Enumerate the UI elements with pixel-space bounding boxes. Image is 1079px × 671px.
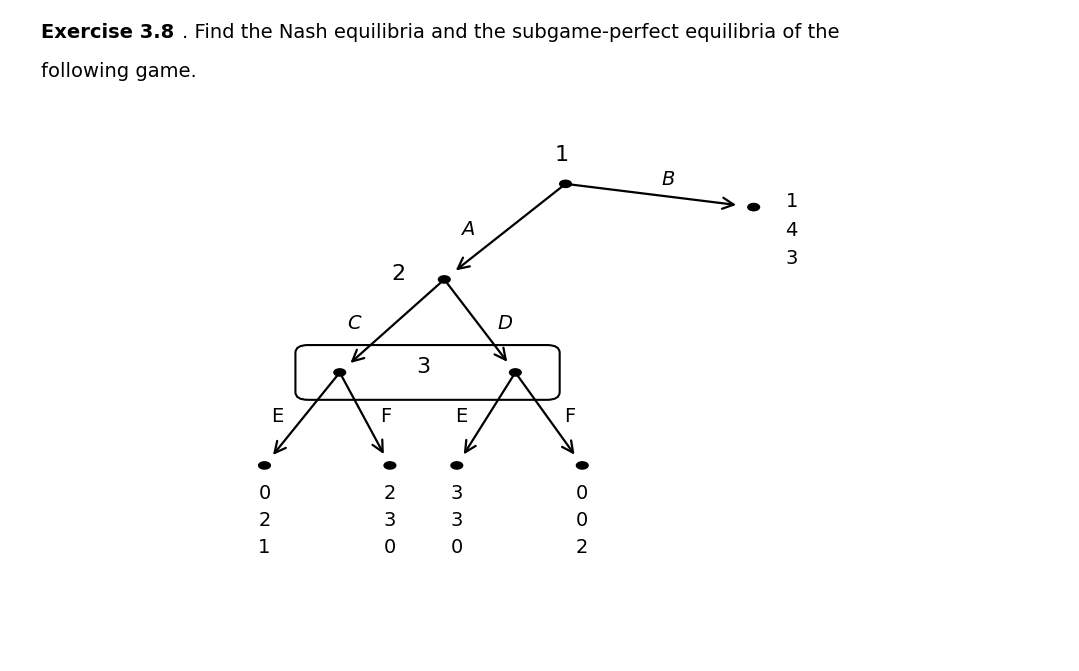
Text: 0: 0 [384, 538, 396, 557]
Text: 0: 0 [576, 484, 588, 503]
Circle shape [509, 369, 521, 376]
Text: 3: 3 [451, 484, 463, 503]
Text: 2: 2 [258, 511, 271, 530]
Text: 0: 0 [451, 538, 463, 557]
Text: . Find the Nash equilibria and the subgame-perfect equilibria of the: . Find the Nash equilibria and the subga… [182, 23, 839, 42]
Circle shape [333, 369, 345, 376]
Text: 3: 3 [786, 249, 797, 268]
Text: 1: 1 [786, 193, 797, 211]
Text: E: E [455, 407, 467, 426]
Text: 2: 2 [384, 484, 396, 503]
Circle shape [576, 462, 588, 469]
Text: 0: 0 [576, 511, 588, 530]
Text: 3: 3 [416, 357, 431, 377]
Text: A: A [461, 219, 474, 239]
Text: D: D [497, 314, 513, 333]
Text: E: E [271, 407, 283, 426]
Text: C: C [347, 314, 361, 333]
Circle shape [451, 462, 463, 469]
Circle shape [748, 203, 760, 211]
Text: 1: 1 [555, 146, 569, 166]
Text: F: F [380, 407, 392, 426]
Text: Exercise 3.8: Exercise 3.8 [41, 23, 174, 42]
Text: F: F [564, 407, 575, 426]
Text: 2: 2 [576, 538, 588, 557]
Text: 3: 3 [451, 511, 463, 530]
Text: 4: 4 [786, 221, 797, 240]
Circle shape [384, 462, 396, 469]
Text: 1: 1 [258, 538, 271, 557]
Text: 0: 0 [258, 484, 271, 503]
Text: following game.: following game. [41, 62, 196, 81]
Text: 3: 3 [384, 511, 396, 530]
Text: 2: 2 [392, 264, 406, 285]
Circle shape [259, 462, 271, 469]
Circle shape [438, 276, 450, 283]
Text: B: B [661, 170, 674, 189]
Circle shape [560, 180, 572, 187]
